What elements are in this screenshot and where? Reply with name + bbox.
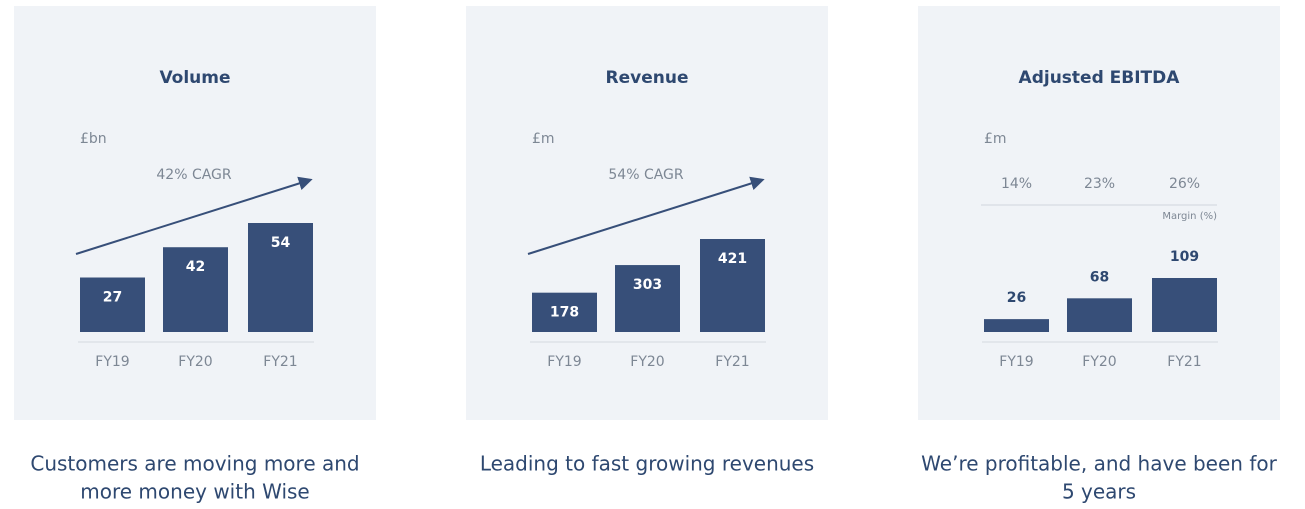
x-tick-label: FY21 [715,354,749,370]
unit-label: £m [984,131,1007,147]
value-label: 421 [718,251,747,267]
value-label: 27 [103,290,122,306]
cagr-arrow [75,176,313,255]
caption: We’re profitable, and have been for [921,452,1277,476]
caption: Customers are moving more and [30,452,359,476]
x-tick-label: FY20 [630,354,664,370]
bar [248,223,313,332]
x-tick-label: FY19 [95,354,129,370]
value-label: 42 [186,259,205,275]
unit-label: £m [532,131,555,147]
x-tick-label: FY20 [1082,354,1116,370]
cagr-label: 42% CAGR [156,167,232,183]
bar [80,277,145,332]
value-label: 178 [550,305,579,321]
value-label: 54 [271,235,291,251]
chart-title: Revenue [606,68,689,88]
cagr-label: 54% CAGR [608,167,684,183]
bar [984,319,1049,332]
caption: Leading to fast growing revenues [480,452,814,476]
unit-label: £bn [80,131,107,147]
value-label: 68 [1090,269,1109,285]
value-label: 109 [1170,249,1199,265]
panel [918,6,1280,420]
bar [163,247,228,332]
margin-label: 26% [1169,176,1200,192]
margin-name: Margin (%) [1162,211,1217,222]
panel [14,6,376,420]
x-tick-label: FY19 [547,354,581,370]
margin-label: 23% [1084,176,1115,192]
panel [466,6,828,420]
cagr-arrow [527,176,765,255]
margin-label: 14% [1001,176,1032,192]
bar [1152,278,1217,332]
bar [532,292,597,332]
bar [700,239,765,332]
chart-title: Volume [159,68,230,88]
value-label: 26 [1007,290,1026,306]
bar [615,265,680,332]
bar [1067,298,1132,332]
x-tick-label: FY20 [178,354,212,370]
caption: more money with Wise [80,480,309,504]
value-label: 303 [633,277,662,293]
x-tick-label: FY21 [263,354,297,370]
chart-title: Adjusted EBITDA [1019,68,1181,88]
x-tick-label: FY21 [1167,354,1201,370]
x-tick-label: FY19 [999,354,1033,370]
caption: 5 years [1062,480,1136,504]
